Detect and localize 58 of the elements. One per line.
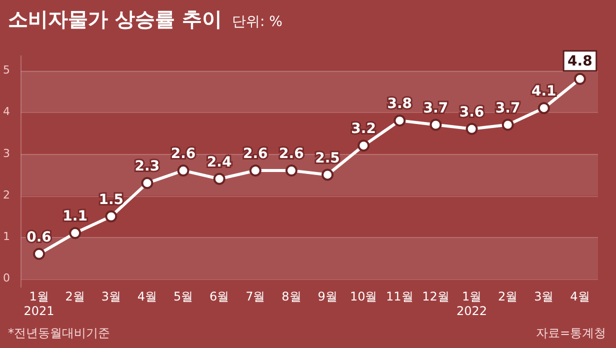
data-label: 1.5 [98, 192, 124, 208]
x-tick-label: 5월 [173, 290, 194, 304]
chart-title: 소비자물가 상승률 추이 [8, 6, 222, 33]
data-label: 3.2 [351, 121, 376, 138]
point [69, 227, 82, 240]
data-label: 2.6 [279, 146, 304, 162]
point [502, 118, 514, 131]
point [538, 102, 550, 114]
x-tick-label: 10월 [350, 290, 378, 304]
data-label: 3.7 [423, 100, 448, 116]
data-label: 3.8 [387, 96, 412, 112]
point [177, 164, 190, 177]
point [394, 114, 406, 127]
data-label: 1.1 [62, 208, 88, 225]
point [105, 210, 118, 222]
point [33, 248, 46, 260]
x-tick-label: 11월 [386, 290, 414, 304]
data-label: 4.8 [568, 54, 592, 70]
x-tick-label: 4월 [570, 290, 590, 304]
x-tick-label: 3월 [101, 290, 121, 304]
data-label: 3.6 [459, 104, 484, 121]
y-tick-label: 1 [3, 230, 10, 244]
point [249, 164, 262, 177]
point [213, 172, 226, 185]
y-tick-label: 4 [3, 105, 10, 118]
data-label: 4.1 [532, 84, 556, 100]
x-tick-label: 1월 2021 [24, 290, 54, 318]
data-label: 2.6 [170, 146, 196, 162]
x-tick-label: 7월 [246, 290, 266, 304]
x-tick-label: 3월 [534, 290, 554, 304]
chart-subtitle: 단위: % [232, 13, 282, 31]
point [430, 118, 442, 131]
x-tick-label: 2월 [65, 290, 85, 304]
x-tick-label: 12월 [422, 290, 450, 304]
point [285, 164, 298, 177]
x-tick-label: 8월 [282, 290, 302, 304]
x-tick-label: 4월 [137, 290, 158, 304]
point [141, 177, 154, 190]
point [358, 140, 370, 152]
y-tick-label: 3 [3, 146, 10, 160]
y-tick-label: 2 [3, 188, 10, 202]
x-tick-label: 2월 [498, 290, 518, 304]
y-tick-label: 5 [3, 63, 10, 76]
point [466, 122, 478, 135]
data-label: 0.6 [26, 230, 52, 246]
data-label: 3.7 [495, 100, 520, 116]
point [322, 168, 334, 181]
x-tick-label: 1월 2022 [456, 290, 488, 318]
data-label: 2.6 [243, 146, 268, 162]
data-label: 2.5 [315, 150, 340, 166]
data-label: 2.4 [206, 154, 232, 171]
x-tick-label: 6월 [210, 290, 230, 304]
x-tick-label: 9월 [318, 290, 338, 304]
data-label: 2.3 [134, 158, 160, 175]
point [574, 72, 586, 85]
y-tick-label: 0 [3, 272, 10, 285]
text: 자료=통계청 [536, 325, 606, 342]
text: *전년동월대비기준 [8, 325, 110, 342]
